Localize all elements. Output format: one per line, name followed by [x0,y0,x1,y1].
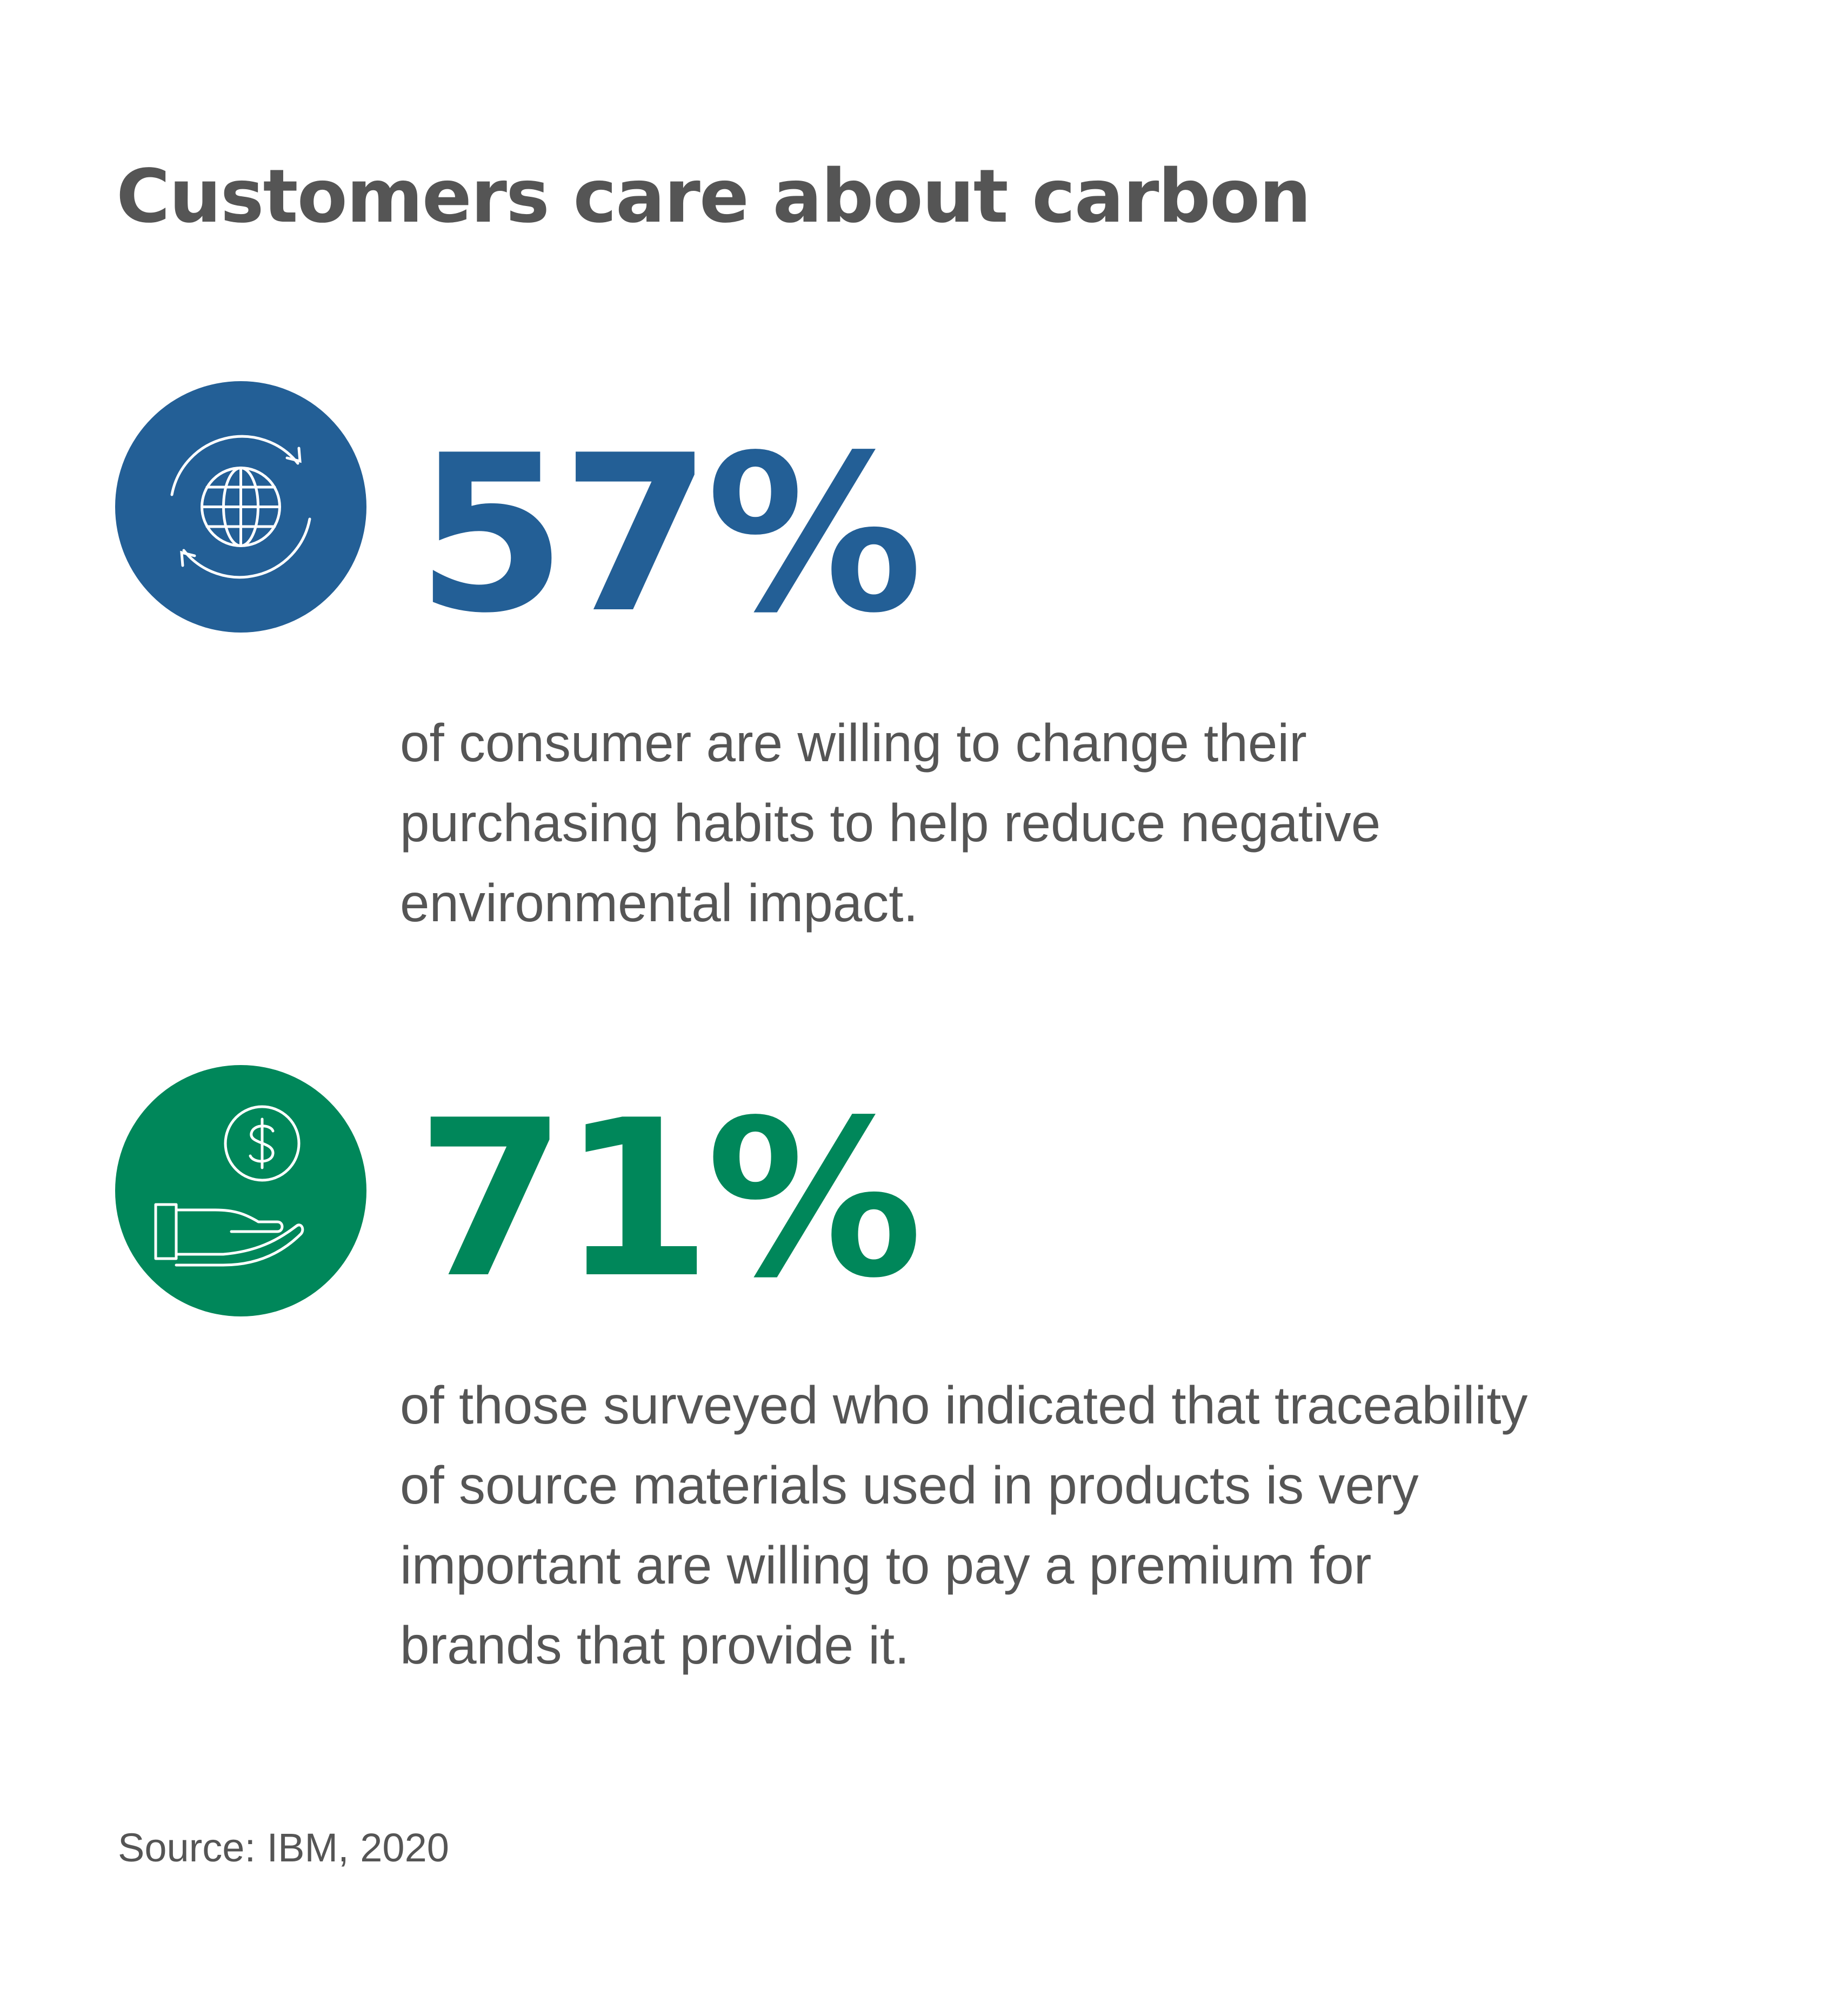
description-line: purchasing habits to help reduce negativ… [400,793,1381,853]
description-line: of those surveyed who indicated that tra… [400,1375,1528,1435]
dollar-hand-badge [115,1065,366,1316]
stat-description-57: of consumer are willing to change their … [400,703,1380,943]
description-line: important are willing to pay a premium f… [400,1535,1372,1595]
stat-value-71: 71% [416,1074,923,1326]
description-line: of source materials used in products is … [400,1455,1419,1515]
stat-description-71: of those surveyed who indicated that tra… [400,1365,1527,1685]
hand-dollar-icon [154,1105,304,1267]
description-line: of consumer are willing to change their [400,713,1307,773]
page-title: Customers care about carbon [116,154,1311,240]
globe-badge [115,381,366,633]
source-note: Source: IBM, 2020 [118,1825,449,1870]
stat-value-57: 57% [416,409,923,661]
description-line: brands that provide it. [400,1615,910,1675]
globe-cycle-icon [170,435,311,579]
description-line: environmental impact. [400,873,918,933]
